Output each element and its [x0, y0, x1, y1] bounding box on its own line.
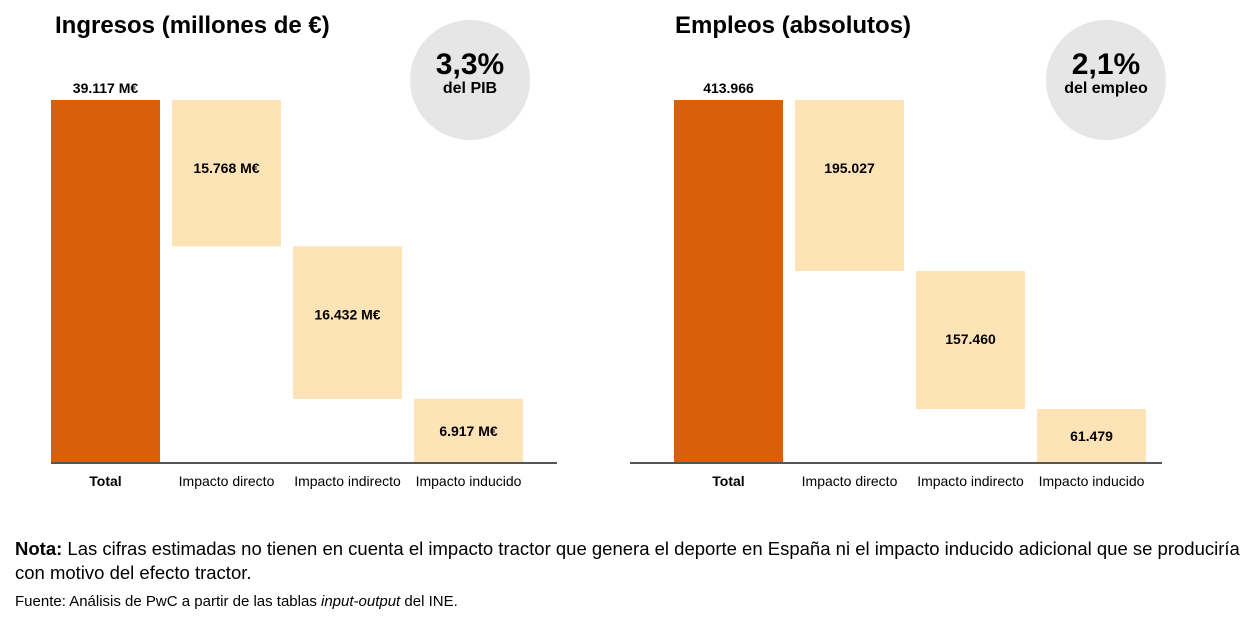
bar-impacto-inducido	[414, 398, 523, 463]
pib-caption: del PIB	[442, 80, 498, 97]
category-label: Impacto indirecto	[917, 473, 1024, 489]
empleo-highlight-circle: 2,1% del empleo	[1046, 20, 1166, 140]
source-prefix: Fuente: Análisis de PwC a partir de las …	[15, 593, 321, 610]
data-label: 15.768 M€	[193, 160, 259, 176]
note-label: Nota:	[15, 538, 63, 559]
data-label: 6.917 M€	[439, 423, 498, 439]
bar-impacto-directo	[172, 100, 281, 247]
category-label: Impacto inducido	[416, 473, 522, 489]
category-label: Impacto directo	[179, 473, 275, 489]
bar-impacto-inducido	[1037, 409, 1146, 463]
source-suffix: del INE.	[400, 593, 458, 610]
data-label: 61.479	[1070, 428, 1113, 444]
pib-highlight-circle: 3,3% del PIB	[410, 20, 530, 140]
bar-impacto-directo	[795, 100, 904, 272]
data-label: 157.460	[945, 331, 996, 347]
waterfall-charts: 39.117 M€ Total 15.768 M€ Impacto directo 16…	[51, 80, 1162, 489]
category-label: Impacto inducido	[1039, 473, 1145, 489]
chart-title-ingresos: Ingresos (millones de €)	[55, 12, 330, 39]
bar-total	[674, 100, 783, 463]
category-label: Total	[89, 473, 121, 489]
pib-percent: 3,3%	[435, 48, 505, 81]
empleo-caption: del empleo	[1064, 80, 1148, 97]
note-text: Las cifras estimadas no tienen en cuenta…	[15, 538, 1240, 583]
data-label: 195.027	[824, 160, 875, 176]
category-label: Impacto directo	[802, 473, 898, 489]
chart-title-empleos: Empleos (absolutos)	[675, 12, 912, 39]
bar-total	[51, 100, 160, 463]
empleo-percent: 2,1%	[1071, 48, 1141, 81]
source-italic: input-output	[321, 593, 401, 610]
data-label: 16.432 M€	[314, 306, 380, 322]
bar-impacto-indirecto	[916, 271, 1025, 410]
category-label: Total	[712, 473, 744, 489]
category-label: Impacto indirecto	[294, 473, 401, 489]
bar-impacto-indirecto	[293, 246, 402, 399]
footnote: Nota: Las cifras estimadas no tienen en …	[15, 537, 1250, 585]
data-label: 413.966	[703, 80, 754, 96]
data-label: 39.117 M€	[73, 80, 139, 96]
source: Fuente: Análisis de PwC a partir de las …	[15, 593, 458, 610]
